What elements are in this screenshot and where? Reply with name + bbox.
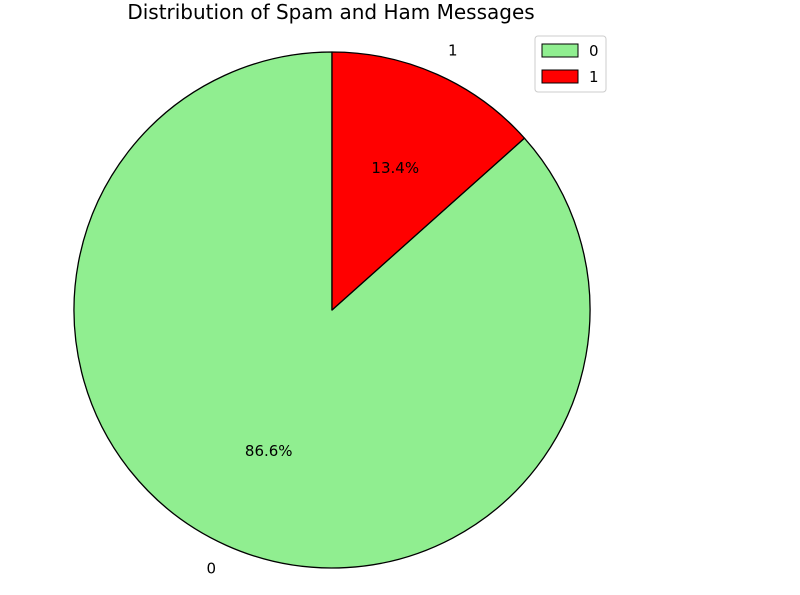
legend-swatch-1 bbox=[541, 69, 579, 84]
legend-label-1: 1 bbox=[589, 68, 599, 86]
slice-percent-label-1: 13.4% bbox=[371, 159, 419, 177]
pie-slices bbox=[73, 51, 591, 569]
legend-label-0: 0 bbox=[589, 42, 599, 60]
slice-percent-label-0: 86.6% bbox=[245, 442, 293, 460]
slice-category-label-0: 0 bbox=[206, 560, 216, 578]
legend-swatch-0 bbox=[541, 43, 579, 58]
slice-category-label-1: 1 bbox=[448, 41, 458, 59]
chart-legend: 0 1 bbox=[534, 35, 607, 93]
chart-title: Distribution of Spam and Ham Messages bbox=[127, 0, 534, 24]
pie-slice-0 bbox=[73, 51, 591, 569]
pie-slice-1 bbox=[331, 51, 526, 311]
pie-labels: 0 86.6% 1 13.4% bbox=[206, 41, 457, 577]
